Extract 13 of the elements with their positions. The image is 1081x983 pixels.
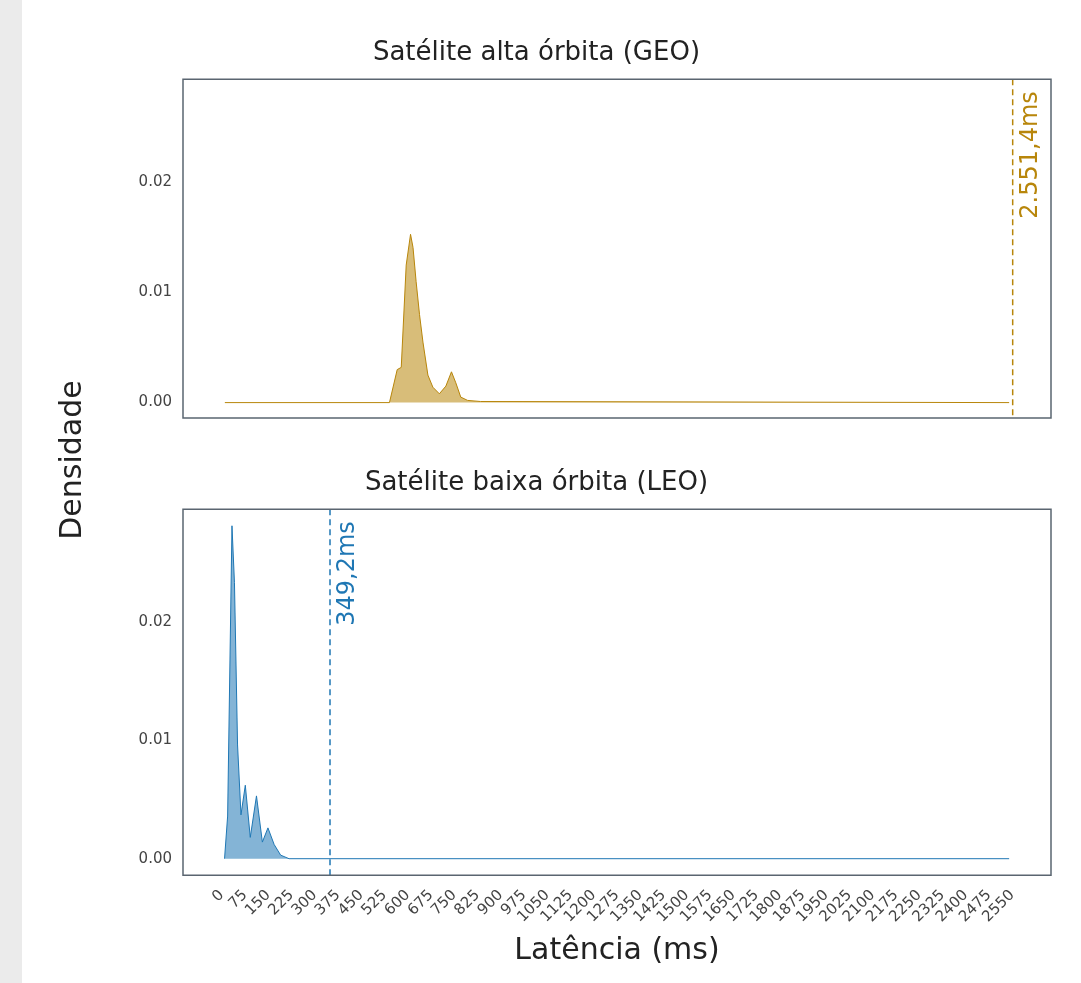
ref-line-label: 2.551,4ms bbox=[1014, 91, 1043, 219]
x-axis-title: Latência (ms) bbox=[514, 930, 720, 966]
y-tick-label: 0.00 bbox=[138, 848, 172, 867]
y-tick-label: 0.01 bbox=[138, 282, 172, 301]
y-tick-label: 0.00 bbox=[138, 392, 172, 411]
chart-title: Satélite alta órbita (GEO) bbox=[372, 36, 701, 67]
x-tick-label: 0 bbox=[207, 885, 228, 905]
y-tick-label: 0.02 bbox=[138, 172, 172, 191]
chart-title: Satélite baixa órbita (LEO) bbox=[364, 466, 709, 497]
ref-line-label: 349,2ms bbox=[332, 521, 361, 626]
y-tick-label: 0.02 bbox=[138, 611, 172, 630]
y-axis-title: Densidade bbox=[52, 380, 88, 540]
y-tick-label: 0.01 bbox=[138, 730, 172, 749]
